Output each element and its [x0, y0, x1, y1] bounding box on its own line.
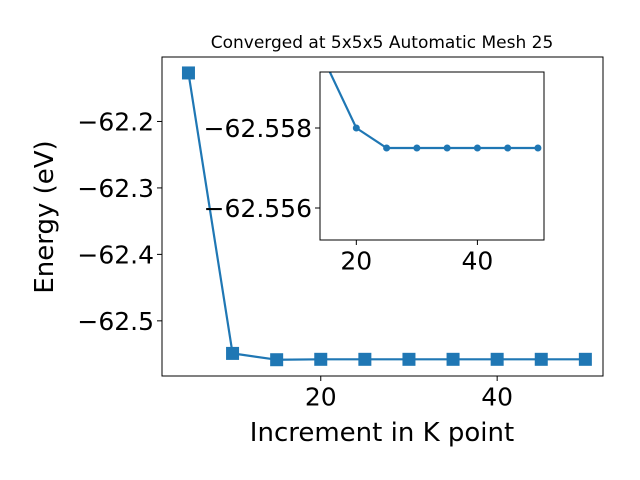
- inset-plot-area: 20 40 −62.558 −62.556: [204, 71, 545, 275]
- inset-series: [328, 72, 542, 152]
- inset-background: [320, 72, 544, 240]
- main-series: [181, 66, 592, 367]
- inset-data-point: [443, 144, 451, 152]
- main-data-point: [314, 352, 328, 366]
- y-axis-label: Energy (eV): [30, 140, 60, 293]
- main-y-tick-label: −62.3: [77, 174, 154, 203]
- main-data-point: [490, 352, 504, 366]
- inset-axes-frame: [319, 71, 545, 241]
- main-data-point: [534, 352, 548, 366]
- inset-data-point: [473, 144, 481, 152]
- inset-data-point: [413, 144, 421, 152]
- main-data-point: [226, 346, 240, 360]
- main-series-line: [187, 72, 586, 361]
- x-axis-label: Increment in K point: [250, 418, 514, 448]
- main-axes-frame: [161, 56, 604, 377]
- inset-data-point: [504, 144, 512, 152]
- inset-series-line: [328, 72, 538, 150]
- inset-y-tick-label: −62.558: [204, 114, 312, 143]
- main-y-tick-label: −62.4: [77, 240, 154, 269]
- main-data-point: [446, 352, 460, 366]
- main-data-point: [402, 352, 416, 366]
- main-plot-area: 20 40 −62.2 −62.3 −62.4 −62.5: [77, 56, 604, 411]
- main-x-tick-label: 40: [481, 382, 513, 411]
- main-x-tick-label: 20: [305, 382, 337, 411]
- main-y-tick-label: −62.5: [77, 307, 154, 336]
- chart-title: Converged at 5x5x5 Automatic Mesh 25: [211, 33, 554, 53]
- inset-data-point: [534, 144, 542, 152]
- inset-data-point: [383, 144, 391, 152]
- main-y-tick-label: −62.2: [77, 107, 154, 136]
- inset-data-point: [352, 124, 360, 132]
- inset-y-tick-label: −62.556: [204, 194, 312, 223]
- main-data-point: [181, 66, 195, 80]
- inset-x-tick-label: 20: [340, 246, 372, 275]
- inset-x-tick-label: 40: [461, 246, 493, 275]
- main-data-point: [358, 352, 372, 366]
- main-data-point: [578, 352, 592, 366]
- main-data-point: [270, 353, 284, 367]
